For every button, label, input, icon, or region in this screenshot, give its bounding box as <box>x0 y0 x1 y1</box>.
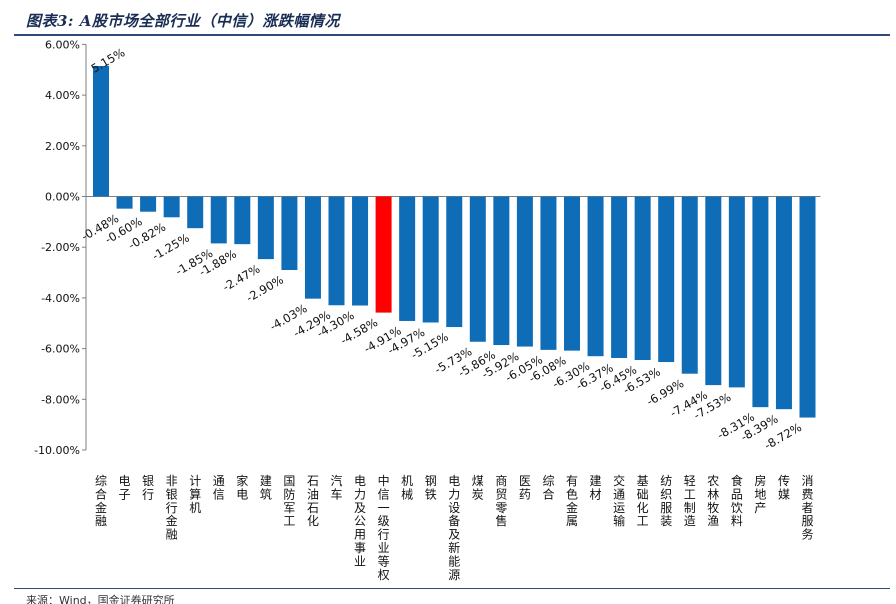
bar <box>116 196 133 209</box>
bar <box>93 65 109 197</box>
y-tick-label: -6.00% <box>41 343 80 356</box>
bar <box>234 196 251 245</box>
bar <box>422 196 439 323</box>
y-tick-label: -10.00% <box>34 444 80 457</box>
bar <box>705 196 722 386</box>
y-tick-label: 4.00% <box>45 89 80 102</box>
category-label: 基础化工 <box>637 474 649 528</box>
category-label: 房地产 <box>754 473 766 515</box>
bar <box>163 196 180 218</box>
y-tick-label: -2.00% <box>41 241 80 254</box>
bar <box>681 196 698 374</box>
category-label: 煤炭 <box>472 474 484 501</box>
bar <box>352 196 369 306</box>
y-tick-label: -4.00% <box>41 292 80 305</box>
chart-title: 图表3: A股市场全部行业（中信）涨跌幅情况 <box>26 12 340 30</box>
category-label: 家电 <box>236 473 248 501</box>
bar <box>658 196 675 363</box>
category-label: 电子 <box>119 474 131 501</box>
bar <box>728 196 745 388</box>
category-label: 纺织服装 <box>660 474 672 528</box>
bar <box>493 196 510 346</box>
category-label: 中信一级行业等权 <box>378 473 390 582</box>
category-label: 综合金融 <box>95 474 107 528</box>
source-note: 来源：Wind，国金证券研究所 <box>26 594 175 604</box>
category-label: 计算机 <box>189 474 201 515</box>
y-tick-label: 2.00% <box>45 140 80 153</box>
bar <box>399 196 416 321</box>
bar <box>257 196 274 260</box>
bar <box>210 196 227 244</box>
category-label: 国防军工 <box>283 474 295 528</box>
category-label: 钢铁 <box>425 474 437 501</box>
bar <box>187 196 204 229</box>
category-label: 轻工制造 <box>684 474 696 528</box>
y-tick-label: 0.00% <box>45 191 80 204</box>
category-label: 建材 <box>590 474 602 501</box>
category-label: 通信 <box>213 474 225 501</box>
category-labels: 综合金融电子银行非银行金融计算机通信家电建筑国防军工石油石化汽车电力及公用事业中… <box>95 473 814 582</box>
title-rule <box>14 34 890 36</box>
y-tick-label: -8.00% <box>41 393 80 406</box>
category-label: 电力及公用事业 <box>354 474 366 568</box>
category-label: 综合 <box>542 474 554 501</box>
footer-rule <box>14 588 890 589</box>
category-label: 商贸零售 <box>495 473 507 528</box>
bar <box>446 196 463 328</box>
category-label: 农林牧渔 <box>707 474 719 528</box>
category-label: 建筑 <box>260 474 272 501</box>
category-label: 非银行金融 <box>166 474 178 542</box>
bar <box>281 196 298 271</box>
bar <box>328 196 345 306</box>
category-label: 石油石化 <box>307 474 319 528</box>
bar <box>516 196 533 347</box>
bar <box>540 196 557 350</box>
y-tick-label: 6.00% <box>45 38 80 51</box>
bars <box>93 65 816 418</box>
category-label: 传媒 <box>778 473 790 501</box>
bar <box>752 196 769 408</box>
category-label: 有色金属 <box>566 474 578 528</box>
bar <box>564 196 580 351</box>
bar <box>611 196 628 358</box>
bar <box>375 196 392 313</box>
bar <box>775 196 792 410</box>
category-label: 消费者服务 <box>801 474 813 542</box>
axes: 6.00% 4.00% 2.00% 0.00% -2.00% -4.00% -6.00% -8… <box>34 38 821 457</box>
bar <box>140 196 157 212</box>
bar <box>634 196 651 361</box>
category-label: 电力设备及新能源 <box>448 474 460 582</box>
bar <box>799 196 816 418</box>
category-label: 机械 <box>401 474 413 501</box>
bar <box>469 196 486 342</box>
bar <box>587 196 604 357</box>
category-label: 食品饮料 <box>731 473 743 528</box>
category-label: 银行 <box>142 474 154 501</box>
category-label: 医药 <box>519 474 531 501</box>
category-label: 交通运输 <box>613 473 625 528</box>
category-label: 汽车 <box>330 473 342 501</box>
bar <box>304 196 321 299</box>
